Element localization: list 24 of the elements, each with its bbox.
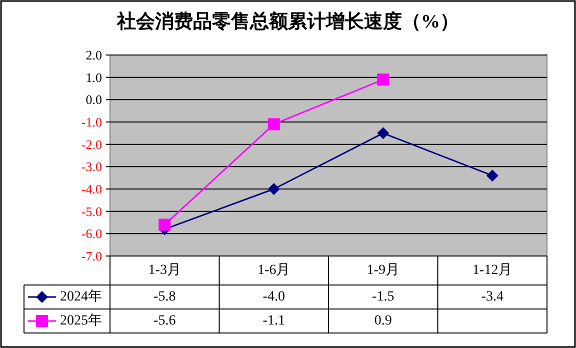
data-label: 0.9 (374, 314, 392, 328)
y-tick-label: 2.0 (86, 48, 102, 62)
chart-title: 社会消费品零售总额累计增长速度（%） (116, 10, 459, 32)
y-tick-label: -3.0 (81, 159, 102, 174)
y-tick-label: -2.0 (81, 136, 102, 152)
y-tick-label: -7.0 (81, 248, 102, 264)
y-tick-label: -5.0 (81, 204, 102, 219)
y-tick-label: 1.0 (86, 70, 102, 85)
y-tick-label: -6.0 (81, 226, 102, 242)
data-label: -4.0 (262, 290, 285, 304)
x-tick-label: 1-9月 (366, 263, 400, 278)
y-tick-label: 0.0 (86, 92, 102, 108)
data-label: -1.1 (262, 314, 285, 328)
legend-label: 2024年 (60, 288, 102, 304)
data-label: -1.5 (372, 290, 394, 304)
y-tick-label: -1.0 (81, 114, 102, 130)
x-tick-label: 1-12月 (472, 263, 512, 278)
y-tick-label: -4.0 (81, 182, 102, 196)
data-label: -5.8 (154, 290, 176, 304)
data-label: -3.4 (481, 290, 504, 304)
data-label: -5.6 (154, 314, 176, 328)
x-tick-label: 1-3月 (148, 263, 181, 278)
legend-label: 2025年 (60, 312, 102, 328)
x-tick-label: 1-6月 (258, 263, 290, 278)
